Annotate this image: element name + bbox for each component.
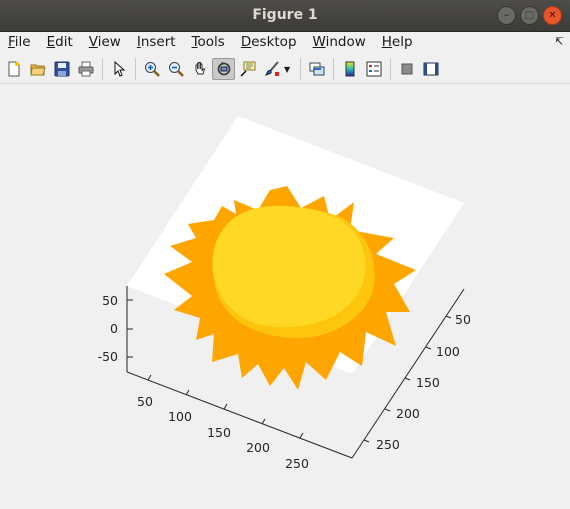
brush-dropdown-icon[interactable]: ▼ [284,64,291,74]
x-tick [147,374,152,381]
axes-3d[interactable]: 50 0 -50 50 100 150 200 250 50 100 150 2… [0,84,570,505]
menu-desktop[interactable]: Desktop [240,34,297,50]
figure-canvas[interactable]: 50 0 -50 50 100 150 200 250 50 100 150 2… [0,84,570,505]
colorbar-icon[interactable] [338,58,361,80]
z-tick-label: 0 [110,321,118,336]
pan-hand-icon[interactable] [188,58,211,80]
y-tick-label: 250 [376,437,400,452]
x-tick-label: 50 [137,394,153,409]
save-icon[interactable] [50,58,73,80]
sun-inner-disc [212,205,366,328]
z-tick-label: -50 [98,349,118,364]
zoom-in-icon[interactable] [140,58,163,80]
legend-icon[interactable] [362,58,385,80]
show-plot-tools-icon[interactable] [419,58,442,80]
z-tick-label: 50 [102,293,118,308]
y-tick-label: 150 [416,375,440,390]
y-axis-line [351,288,465,459]
y-tick [404,377,411,381]
zoom-out-icon[interactable] [164,58,187,80]
figure-toolbar: ▼ [0,55,570,84]
data-cursor-icon[interactable] [236,58,259,80]
x-tick [223,403,228,410]
x-tick-label: 100 [168,409,192,424]
y-tick [363,439,370,443]
toolbar-separator [390,58,391,80]
new-figure-icon[interactable] [2,58,25,80]
edit-plot-arrow-icon[interactable] [107,58,130,80]
x-tick-label: 200 [246,440,270,455]
hide-plot-tools-icon[interactable] [395,58,418,80]
menu-tools[interactable]: Tools [191,34,225,50]
y-tick-label: 100 [436,344,460,359]
toolbar-separator [300,58,301,80]
print-icon[interactable] [74,58,97,80]
menubar: File Edit View Insert Tools Desktop Wind… [0,31,570,53]
brush-icon[interactable] [260,58,283,80]
toolbar-separator [135,58,136,80]
x-tick [185,389,190,396]
maximize-icon[interactable]: □ [520,6,539,25]
x-tick-label: 150 [207,425,231,440]
window-titlebar[interactable]: Figure 1 – □ ✕ [0,0,570,32]
y-tick [425,346,432,350]
x-tick-label: 250 [285,456,309,471]
dock-arrow-icon[interactable]: ↸ [554,35,564,48]
rotate-3d-icon[interactable] [212,58,235,80]
minimize-icon[interactable]: – [497,6,516,25]
close-icon[interactable]: ✕ [543,6,562,25]
toolbar-separator [333,58,334,80]
y-tick [445,315,452,319]
link-plot-icon[interactable] [305,58,328,80]
x-axis-line [126,371,353,459]
toolbar-separator [102,58,103,80]
window-title: Figure 1 [252,7,318,23]
menu-help[interactable]: Help [381,34,413,50]
menu-file[interactable]: File [8,34,31,50]
menu-insert[interactable]: Insert [136,34,176,50]
menu-edit[interactable]: Edit [46,34,73,50]
menu-view[interactable]: View [88,34,121,50]
y-tick [384,408,391,412]
x-tick [261,418,266,425]
window-controls: – □ ✕ [497,6,562,25]
menu-window[interactable]: Window [312,34,366,50]
open-file-icon[interactable] [26,58,49,80]
x-tick [299,432,304,439]
y-tick-label: 50 [455,312,471,327]
y-tick-label: 200 [396,406,420,421]
